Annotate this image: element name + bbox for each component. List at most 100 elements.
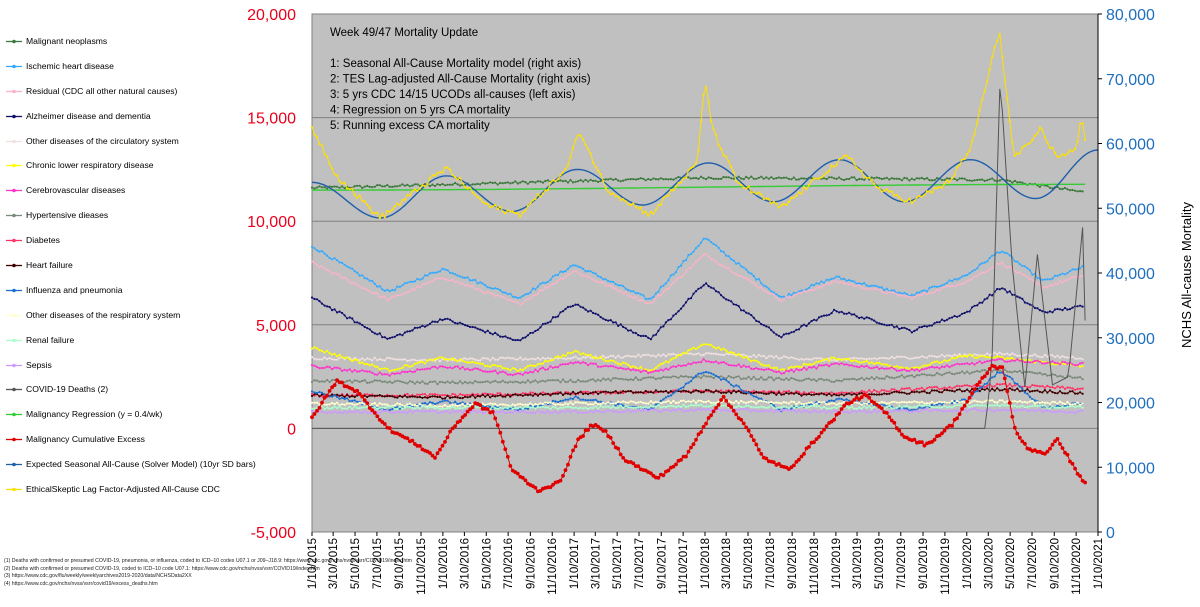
series-point [524, 411, 527, 414]
series-point [971, 354, 974, 357]
legend-item: Malignant neoplasms [6, 28, 306, 53]
series-point [855, 360, 858, 363]
series-point [411, 329, 414, 332]
series-point [905, 327, 909, 330]
series-point [833, 393, 836, 396]
series-point [336, 366, 339, 369]
series-point [529, 370, 532, 373]
series-point [368, 206, 371, 209]
series-point [644, 402, 647, 405]
series-point [722, 391, 725, 394]
series-point [742, 266, 745, 269]
series-point [479, 409, 482, 412]
series-point [777, 462, 781, 466]
series-point [461, 182, 464, 185]
series-point [1056, 307, 1059, 311]
series-point [814, 437, 819, 441]
series-point [479, 368, 482, 371]
series-point [1036, 307, 1039, 310]
series-point [466, 361, 469, 364]
series-point [544, 322, 547, 325]
series-point [594, 390, 597, 393]
series-point [632, 365, 635, 368]
series-point [684, 390, 688, 393]
series-point [617, 400, 620, 403]
series-point [885, 363, 888, 366]
series-point [878, 187, 881, 190]
series-point [835, 163, 838, 167]
series-point [945, 406, 949, 409]
series-point [923, 291, 926, 294]
series-point [908, 392, 911, 395]
series-point [815, 282, 818, 285]
series-point [828, 313, 831, 316]
series-point [376, 404, 379, 407]
series-point [1001, 399, 1004, 402]
series-point [820, 364, 823, 367]
series-point [637, 406, 640, 409]
series-point [938, 408, 941, 412]
series-point [481, 200, 484, 203]
series-point [1071, 306, 1074, 309]
series-point [943, 283, 946, 286]
series-point [315, 358, 319, 361]
series-point [499, 289, 502, 292]
series-point [730, 270, 733, 273]
series-point [454, 273, 457, 276]
series-point [632, 296, 635, 300]
series-point [822, 281, 826, 284]
series-point [509, 407, 512, 410]
series-point [988, 256, 991, 260]
series-point [509, 405, 512, 408]
series-point [476, 406, 479, 409]
series-point [362, 398, 367, 402]
series-point [469, 395, 472, 398]
series-point [629, 366, 632, 369]
series-point [694, 437, 698, 442]
series-point [903, 368, 906, 371]
series-point [401, 370, 404, 373]
series-point [973, 370, 976, 373]
series-point [772, 379, 775, 382]
series-point [629, 295, 632, 298]
series-point [978, 409, 981, 412]
series-point [664, 389, 668, 393]
series-point [853, 176, 856, 179]
series-point [807, 401, 811, 404]
series-point [659, 399, 663, 402]
series-point [913, 410, 916, 413]
series-point [800, 411, 803, 414]
series-point [1031, 383, 1034, 387]
series-point [336, 407, 339, 410]
series-point [767, 401, 770, 404]
series-point [331, 358, 334, 361]
series-point [536, 180, 540, 183]
series-point [496, 358, 499, 361]
series-point [1051, 277, 1054, 280]
series-point [495, 423, 500, 428]
series-point [662, 178, 665, 181]
series-point [812, 391, 816, 394]
series-point [923, 390, 926, 393]
series-point [737, 389, 740, 392]
series-point [782, 401, 786, 404]
series-point [459, 321, 462, 324]
series-point [830, 176, 833, 179]
series-point [556, 390, 560, 394]
series-point [782, 202, 786, 205]
series-point [732, 259, 735, 262]
series-point [968, 149, 971, 152]
series-point [619, 363, 622, 366]
series-point [356, 392, 359, 395]
series-point [790, 368, 793, 371]
series-point [1038, 309, 1041, 312]
series-point [569, 305, 572, 308]
series-point [933, 355, 936, 358]
series-point [1071, 268, 1074, 271]
series-point [988, 359, 991, 363]
series-point [637, 177, 640, 181]
series-point [913, 376, 916, 379]
series-point [531, 371, 535, 374]
series-point [908, 387, 911, 390]
series-point [961, 400, 964, 403]
